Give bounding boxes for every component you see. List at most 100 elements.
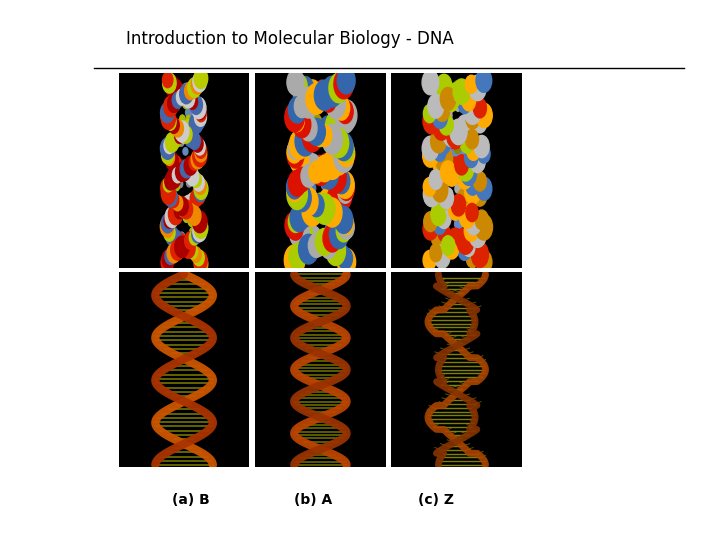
Circle shape: [333, 169, 350, 194]
Circle shape: [166, 152, 179, 170]
Circle shape: [164, 137, 175, 153]
Circle shape: [433, 106, 448, 129]
Circle shape: [164, 96, 177, 117]
Circle shape: [465, 75, 477, 93]
Circle shape: [162, 250, 175, 269]
Circle shape: [448, 119, 454, 127]
Circle shape: [174, 84, 186, 101]
Circle shape: [326, 237, 346, 266]
Circle shape: [447, 126, 463, 149]
Circle shape: [302, 123, 322, 152]
Circle shape: [164, 187, 177, 206]
Circle shape: [464, 99, 481, 124]
Circle shape: [325, 195, 333, 207]
Circle shape: [433, 217, 446, 234]
Circle shape: [164, 150, 174, 165]
Circle shape: [189, 155, 199, 170]
Circle shape: [177, 123, 191, 143]
Circle shape: [165, 248, 176, 265]
Circle shape: [458, 150, 467, 163]
Circle shape: [321, 236, 336, 259]
Circle shape: [318, 188, 338, 219]
Circle shape: [323, 198, 342, 227]
Circle shape: [185, 206, 191, 214]
Circle shape: [287, 143, 304, 168]
Circle shape: [179, 232, 185, 241]
Circle shape: [192, 210, 203, 227]
Circle shape: [438, 136, 450, 154]
Circle shape: [444, 110, 452, 122]
Circle shape: [338, 141, 355, 167]
Circle shape: [179, 238, 189, 253]
Circle shape: [170, 156, 181, 173]
Circle shape: [435, 208, 444, 221]
Circle shape: [321, 176, 330, 191]
Circle shape: [172, 195, 183, 211]
Circle shape: [445, 197, 458, 217]
Circle shape: [432, 179, 448, 202]
Circle shape: [325, 111, 346, 141]
Circle shape: [325, 232, 338, 250]
Circle shape: [297, 202, 313, 227]
Circle shape: [302, 195, 323, 226]
Circle shape: [447, 228, 463, 252]
Circle shape: [168, 117, 179, 133]
Circle shape: [192, 75, 204, 94]
Circle shape: [163, 102, 174, 118]
Text: Introduction to Molecular Biology - DNA: Introduction to Molecular Biology - DNA: [126, 30, 454, 48]
Circle shape: [469, 221, 486, 247]
Circle shape: [165, 76, 179, 97]
Circle shape: [459, 95, 471, 113]
Circle shape: [462, 120, 475, 139]
Circle shape: [312, 164, 325, 183]
Circle shape: [161, 103, 174, 123]
Circle shape: [433, 116, 449, 140]
Circle shape: [457, 230, 474, 254]
Circle shape: [287, 179, 302, 202]
Circle shape: [192, 150, 204, 169]
Circle shape: [467, 171, 476, 184]
Circle shape: [463, 200, 472, 214]
Circle shape: [288, 97, 306, 123]
Circle shape: [285, 212, 304, 239]
Circle shape: [445, 166, 459, 186]
Circle shape: [330, 204, 347, 228]
Circle shape: [320, 153, 333, 173]
Circle shape: [312, 232, 328, 256]
Circle shape: [195, 178, 206, 194]
Circle shape: [178, 198, 191, 218]
Circle shape: [177, 160, 191, 181]
Circle shape: [169, 79, 182, 99]
Circle shape: [165, 173, 176, 190]
Circle shape: [428, 94, 444, 118]
Circle shape: [446, 93, 458, 111]
Circle shape: [314, 193, 335, 224]
Circle shape: [469, 109, 477, 122]
Circle shape: [167, 243, 180, 263]
Circle shape: [289, 218, 309, 247]
Circle shape: [446, 123, 463, 148]
Circle shape: [175, 121, 189, 142]
Circle shape: [163, 72, 173, 87]
Circle shape: [443, 231, 460, 256]
Circle shape: [431, 129, 446, 153]
Circle shape: [423, 144, 438, 167]
Circle shape: [459, 161, 465, 171]
Circle shape: [459, 204, 475, 228]
Circle shape: [455, 184, 461, 193]
Circle shape: [174, 203, 185, 219]
Circle shape: [473, 112, 487, 133]
Circle shape: [433, 154, 444, 172]
Circle shape: [433, 143, 446, 161]
Circle shape: [474, 136, 489, 158]
Circle shape: [172, 206, 179, 216]
Circle shape: [338, 139, 354, 162]
Circle shape: [300, 116, 317, 141]
Text: (c) Z: (c) Z: [418, 492, 454, 507]
Circle shape: [179, 87, 189, 104]
Circle shape: [172, 167, 183, 183]
Circle shape: [184, 204, 197, 221]
Circle shape: [191, 172, 201, 187]
Circle shape: [294, 87, 305, 105]
Circle shape: [460, 132, 474, 153]
